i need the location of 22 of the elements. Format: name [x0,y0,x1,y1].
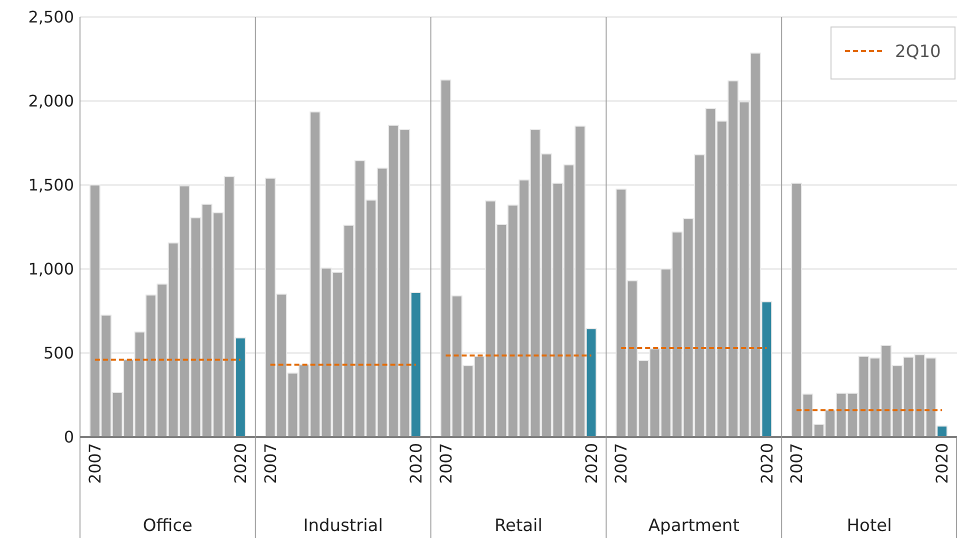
legend-label: 2Q10 [895,42,941,62]
y-tick-label: 1,000 [28,260,74,279]
x-axis-title: Hotel [846,516,892,536]
x-axis-title: Industrial [303,516,383,536]
y-tick-label: 1,500 [28,176,74,195]
x-tick-label: 2020 [932,443,952,484]
x-tick-label: 2007 [86,443,105,484]
x-tick-label: 2020 [757,443,776,484]
x-tick-label: 2007 [260,443,280,484]
y-tick-label: 0 [64,428,74,447]
x-axis-title: Office [142,516,193,536]
x-tick-label: 2020 [406,443,426,484]
x-tick-label: 2007 [787,443,806,484]
x-tick-label: 2007 [612,443,631,484]
x-tick-label: 2020 [582,443,601,484]
x-tick-label: 2007 [436,443,456,484]
x-tick-label: 2020 [231,443,250,484]
y-tick-label: 2,000 [28,92,74,111]
x-axis-title: Retail [494,516,543,536]
y-tick-label: 2,500 [28,8,74,27]
x-axis-title: Apartment [648,516,740,536]
y-tick-label: 500 [43,344,74,363]
